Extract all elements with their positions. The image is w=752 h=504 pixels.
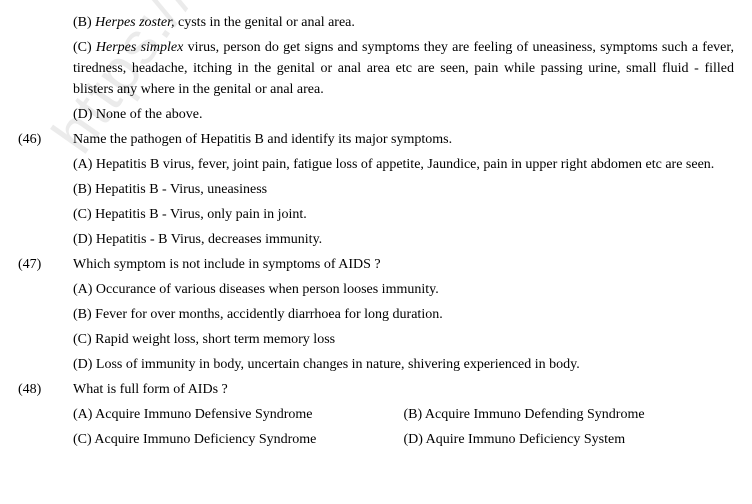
question-46-text: Name the pathogen of Hepatitis B and ide…: [73, 129, 734, 150]
q46-option-d: (D) Hepatitis - B Virus, decreases immun…: [73, 229, 734, 250]
partial-option-c: (C) Herpes simplex virus, person do get …: [73, 37, 734, 100]
question-47-number: (47): [18, 254, 73, 275]
opt-b-rest: cysts in the genital or anal area.: [175, 15, 355, 30]
q47-opt-a-text: (A) Occurance of various diseases when p…: [73, 279, 439, 300]
q46-option-b: (B) Hepatitis B - Virus, uneasiness: [73, 179, 734, 200]
question-46-number: (46): [18, 129, 73, 150]
q48-row2: (C) Acquire Immuno Deficiency Syndrome (…: [73, 429, 734, 450]
question-46: (46) Name the pathogen of Hepatitis B an…: [18, 129, 734, 150]
opt-b-italic: Herpes zoster,: [95, 15, 174, 30]
q47-opt-d-text: (D) Loss of immunity in body, uncertain …: [73, 354, 580, 375]
opt-c-italic: Herpes simplex: [96, 40, 183, 55]
q46-option-c: (C) Hepatitis B - Virus, only pain in jo…: [73, 204, 734, 225]
q46-opt-d-text: (D) Hepatitis - B Virus, decreases immun…: [73, 229, 322, 250]
q46-opt-b-text: (B) Hepatitis B - Virus, uneasiness: [73, 179, 267, 200]
q47-option-c: (C) Rapid weight loss, short term memory…: [73, 329, 734, 350]
question-48-number: (48): [18, 379, 73, 400]
q48-option-c: (C) Acquire Immuno Deficiency Syndrome: [73, 429, 404, 450]
opt-d-text: (D) None of the above.: [73, 104, 202, 125]
question-47-text: Which symptom is not include in symptoms…: [73, 254, 734, 275]
q46-opt-c-text: (C) Hepatitis B - Virus, only pain in jo…: [73, 204, 307, 225]
q47-opt-b-text: (B) Fever for over months, accidently di…: [73, 304, 443, 325]
q48-option-b: (B) Acquire Immuno Defending Syndrome: [404, 404, 735, 425]
question-48-text: What is full form of AIDs ?: [73, 379, 734, 400]
partial-option-b: (B) Herpes zoster, cysts in the genital …: [73, 12, 734, 33]
partial-option-d: (D) None of the above.: [73, 104, 734, 125]
question-47: (47) Which symptom is not include in sym…: [18, 254, 734, 275]
q46-option-a: (A) Hepatitis B virus, fever, joint pain…: [73, 154, 734, 175]
q48-option-a: (A) Acquire Immuno Defensive Syndrome: [73, 404, 404, 425]
q47-option-a: (A) Occurance of various diseases when p…: [73, 279, 734, 300]
q47-opt-c-text: (C) Rapid weight loss, short term memory…: [73, 329, 335, 350]
question-48: (48) What is full form of AIDs ?: [18, 379, 734, 400]
q48-row1: (A) Acquire Immuno Defensive Syndrome (B…: [73, 404, 734, 425]
q46-opt-a-text: (A) Hepatitis B virus, fever, joint pain…: [73, 154, 714, 175]
opt-b-prefix: (B): [73, 15, 95, 30]
q47-option-d: (D) Loss of immunity in body, uncertain …: [73, 354, 734, 375]
q47-option-b: (B) Fever for over months, accidently di…: [73, 304, 734, 325]
q48-option-d: (D) Aquire Immuno Deficiency System: [404, 429, 735, 450]
opt-c-prefix: (C): [73, 40, 96, 55]
